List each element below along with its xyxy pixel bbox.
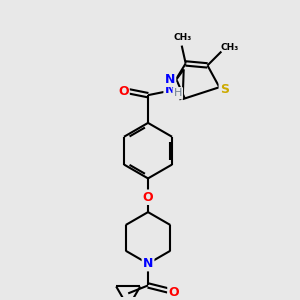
Text: O: O <box>143 191 153 204</box>
Text: O: O <box>118 85 129 98</box>
Text: N: N <box>165 83 175 96</box>
Text: H: H <box>174 88 182 98</box>
Text: O: O <box>169 286 179 299</box>
Text: S: S <box>220 83 229 96</box>
Text: CH₃: CH₃ <box>174 33 192 42</box>
Text: N: N <box>165 73 175 86</box>
Text: N: N <box>143 257 153 270</box>
Text: CH₃: CH₃ <box>220 43 238 52</box>
